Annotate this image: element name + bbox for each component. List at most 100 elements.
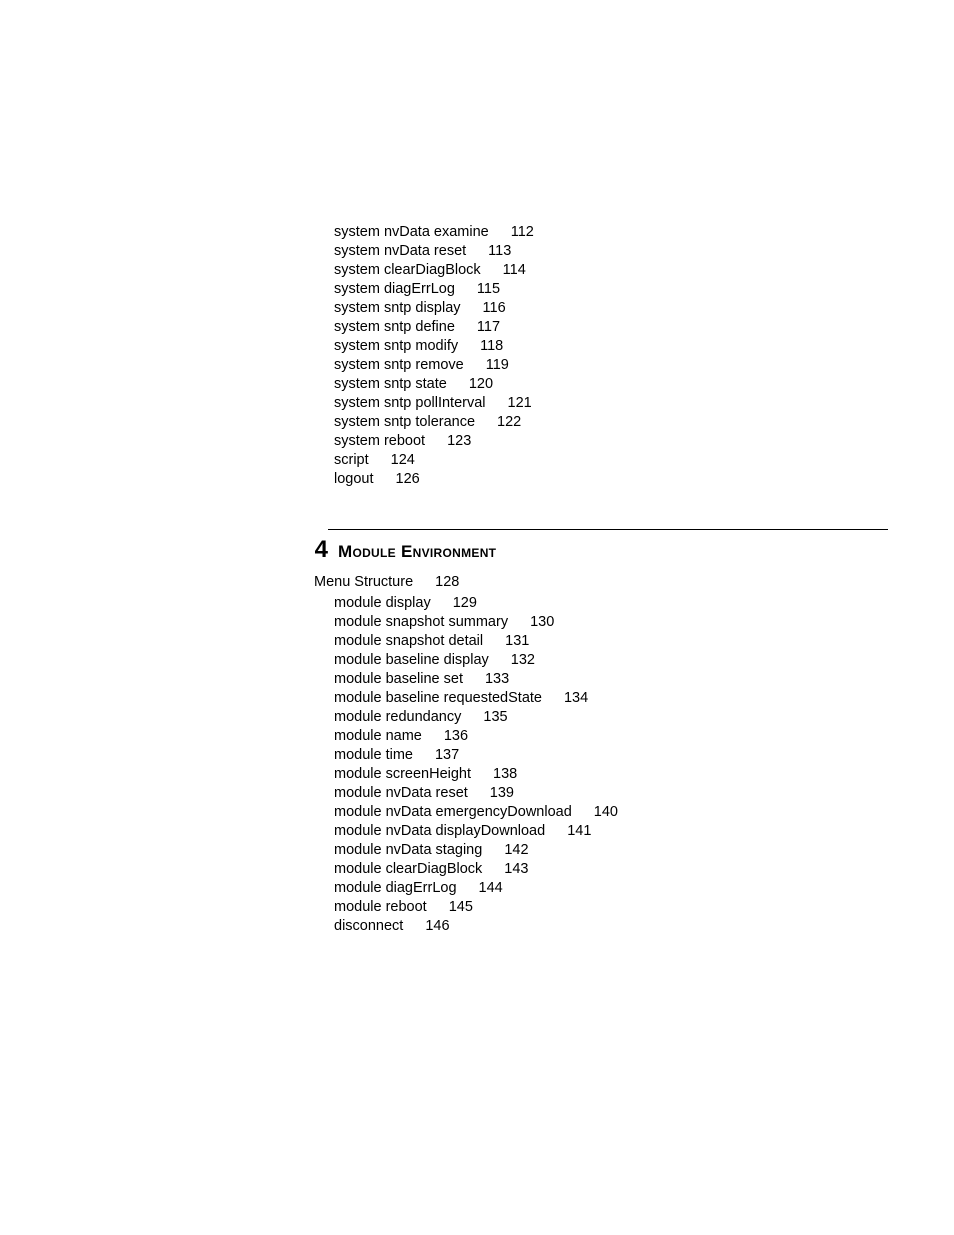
toc-entry-page: 128 [435,574,459,590]
toc-entry-page: 121 [508,395,532,411]
chapter-title: Module Environment [338,542,496,562]
toc-entry: module reboot 145 [334,898,954,917]
toc-entry-label: system nvData examine [334,224,489,240]
toc-entry: module nvData reset 139 [334,784,954,803]
toc-entry-page: 119 [486,357,509,373]
toc-entry-label: module snapshot summary [334,614,508,630]
toc-entry: system sntp display 116 [334,299,954,318]
toc-entry-label: system sntp define [334,319,455,335]
toc-entry: system nvData reset 113 [334,242,954,261]
toc-entry-page: 135 [483,709,507,725]
toc-entry: module baseline display 132 [334,651,954,670]
toc-entry-label: module reboot [334,899,427,915]
toc-entry-page: 113 [488,243,511,259]
toc-entry-label: module time [334,747,413,763]
toc-entry-page: 137 [435,747,459,763]
toc-entry-label: system sntp tolerance [334,414,475,430]
chapter-heading-row: 4 Module Environment [288,536,954,564]
toc-entry-label: module nvData emergencyDownload [334,804,572,820]
toc-entry-label: system clearDiagBlock [334,262,481,278]
toc-entry: system clearDiagBlock 114 [334,261,954,280]
toc-entry-page: 136 [444,728,468,744]
toc-entry-label: module nvData reset [334,785,468,801]
toc-entry-label: system diagErrLog [334,281,455,297]
toc-entry-page: 133 [485,671,509,687]
toc-entry-label: disconnect [334,918,403,934]
chapter-number: 4 [288,536,328,564]
toc-entry: module snapshot detail 131 [334,632,954,651]
toc-entry: module screenHeight 138 [334,765,954,784]
toc-entry-label: system sntp modify [334,338,458,354]
toc-entry-label: module screenHeight [334,766,471,782]
toc-entry-label: Menu Structure [314,574,413,590]
toc-entry-label: module name [334,728,422,744]
toc-entry-label: system sntp remove [334,357,464,373]
toc-page: system nvData examine 112 system nvData re… [0,0,954,1235]
toc-entry-label: system reboot [334,433,425,449]
toc-entry-page: 129 [453,595,477,611]
toc-entry-label: module redundancy [334,709,461,725]
toc-entry: system diagErrLog 115 [334,280,954,299]
toc-entry-page: 130 [530,614,554,630]
divider-rule [328,529,888,530]
toc-entry: system sntp modify 118 [334,337,954,356]
toc-entry-label: logout [334,471,374,487]
toc-continued-entries: system nvData examine 112 system nvData re… [334,223,954,489]
toc-chapter-section: 4 Module Environment Menu Structure 128 m… [288,529,954,936]
toc-entry-label: module baseline set [334,671,463,687]
toc-entry: module redundancy 135 [334,708,954,727]
toc-entry-page: 144 [479,880,503,896]
toc-entry: module nvData displayDownload 141 [334,822,954,841]
toc-entry: module nvData staging 142 [334,841,954,860]
toc-entry-label: system nvData reset [334,243,466,259]
toc-entry-label: system sntp state [334,376,447,392]
toc-entry-page: 143 [504,861,528,877]
toc-entry-label: module baseline requestedState [334,690,542,706]
toc-entry-label: module clearDiagBlock [334,861,482,877]
toc-entry-page: 120 [469,376,493,392]
toc-entry-page: 145 [449,899,473,915]
toc-entry: module display 129 [334,594,954,613]
toc-entry-label: module nvData displayDownload [334,823,545,839]
toc-entry: system sntp remove 119 [334,356,954,375]
toc-entry-label: module diagErrLog [334,880,457,896]
toc-entry: system sntp define 117 [334,318,954,337]
toc-entry: disconnect 146 [334,917,954,936]
toc-entry: system sntp tolerance 122 [334,413,954,432]
toc-entry-page: 132 [511,652,535,668]
toc-entry-label: module nvData staging [334,842,482,858]
toc-entry-page: 117 [477,319,500,335]
toc-entry-page: 123 [447,433,471,449]
toc-entry: module clearDiagBlock 143 [334,860,954,879]
toc-entry: module baseline requestedState 134 [334,689,954,708]
toc-entry: system reboot 123 [334,432,954,451]
toc-entry: system nvData examine 112 [334,223,954,242]
toc-entry-label: module baseline display [334,652,489,668]
toc-entry-label: system sntp pollInterval [334,395,486,411]
toc-entry-page: 124 [391,452,415,468]
toc-entry: logout 126 [334,470,954,489]
toc-entry-page: 115 [477,281,500,297]
toc-entry-page: 112 [511,224,534,240]
toc-entry-page: 134 [564,690,588,706]
toc-entry-page: 116 [483,300,506,316]
toc-subheading: Menu Structure 128 [314,573,954,592]
toc-chapter-entries: module display 129 module snapshot summary… [334,594,954,936]
toc-entry-page: 141 [567,823,591,839]
toc-entry-page: 142 [504,842,528,858]
toc-entry-page: 118 [480,338,503,354]
toc-entry-page: 139 [490,785,514,801]
toc-entry: module name 136 [334,727,954,746]
toc-entry-page: 114 [503,262,526,278]
toc-entry-page: 131 [505,633,529,649]
toc-entry-label: system sntp display [334,300,461,316]
toc-entry-page: 140 [594,804,618,820]
toc-entry-page: 126 [396,471,420,487]
toc-entry-label: module snapshot detail [334,633,483,649]
toc-entry-page: 146 [425,918,449,934]
toc-entry: module diagErrLog 144 [334,879,954,898]
toc-entry-label: script [334,452,369,468]
toc-entry-page: 122 [497,414,521,430]
toc-entry-page: 138 [493,766,517,782]
toc-entry-label: module display [334,595,431,611]
